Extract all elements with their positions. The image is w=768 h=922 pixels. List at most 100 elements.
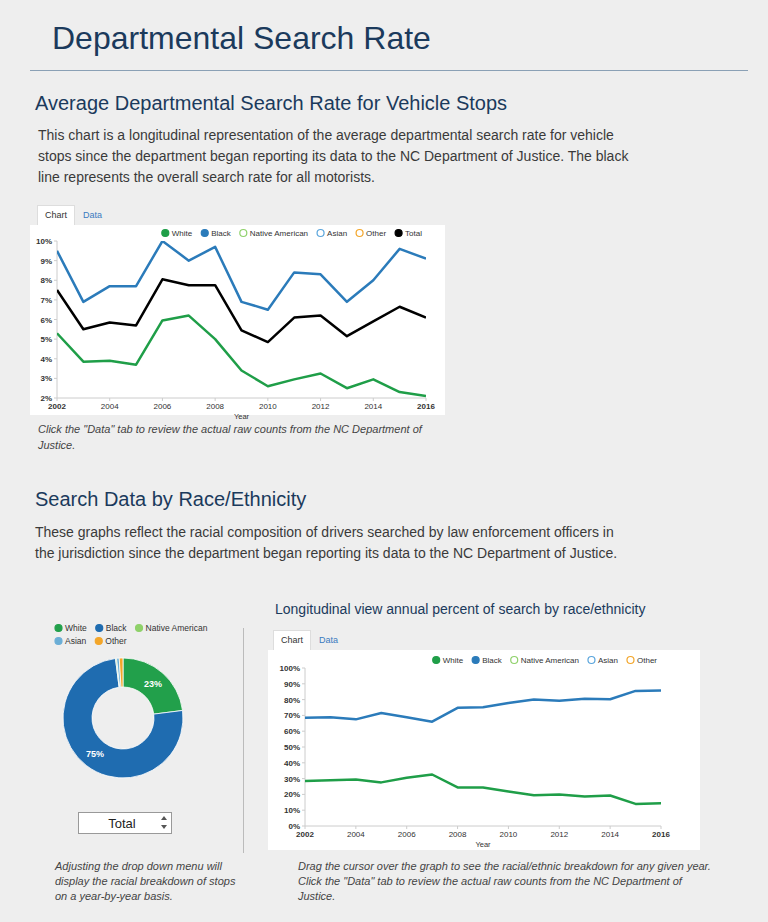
y-tick bbox=[54, 280, 57, 281]
y-tick-label: 9% bbox=[40, 257, 52, 266]
y-tick bbox=[54, 260, 57, 261]
x-tick-label: 2016 bbox=[417, 402, 435, 411]
chart-title: Longitudinal view annual percent of sear… bbox=[275, 601, 645, 617]
y-tick-label: 3% bbox=[40, 374, 52, 383]
x-tick-label: 2002 bbox=[296, 830, 314, 839]
legend-marker bbox=[240, 230, 247, 237]
y-tick-label: 5% bbox=[40, 335, 52, 344]
legend-marker bbox=[55, 638, 62, 645]
series-line bbox=[57, 241, 426, 310]
series-line bbox=[57, 316, 426, 396]
y-tick-label: 60% bbox=[284, 727, 300, 736]
y-tick-label: 10% bbox=[36, 237, 52, 246]
legend-label: Other bbox=[105, 636, 126, 646]
x-axis bbox=[305, 826, 661, 827]
legend-label: Black bbox=[211, 229, 232, 238]
x-tick bbox=[320, 398, 321, 401]
x-tick bbox=[508, 826, 509, 829]
page: Departmental Search RateAverage Departme… bbox=[0, 0, 768, 922]
y-tick-label: 40% bbox=[284, 759, 300, 768]
x-tick bbox=[215, 398, 216, 401]
y-tick bbox=[302, 778, 305, 779]
y-tick bbox=[302, 747, 305, 748]
legend-marker bbox=[588, 657, 595, 664]
y-tick bbox=[302, 715, 305, 716]
y-tick bbox=[302, 668, 305, 669]
tab[interactable]: Chart bbox=[273, 635, 311, 645]
y-tick bbox=[54, 241, 57, 242]
x-tick bbox=[661, 826, 662, 829]
legend-label: Black bbox=[482, 656, 503, 665]
pie-slice bbox=[119, 658, 123, 687]
y-tick bbox=[54, 378, 57, 379]
data-label: 23% bbox=[144, 679, 162, 689]
chart-panel bbox=[30, 225, 445, 415]
y-axis bbox=[305, 668, 306, 826]
legend-marker bbox=[356, 230, 363, 237]
x-axis-label: Year bbox=[234, 412, 250, 421]
legend-label: Black bbox=[106, 623, 128, 633]
x-tick-label: 2004 bbox=[101, 402, 119, 411]
legend-label: Native American bbox=[521, 656, 579, 665]
legend-label: White bbox=[172, 229, 193, 238]
charts: 2%3%4%5%6%7%8%9%10%200220042006200820102… bbox=[0, 0, 768, 922]
x-axis bbox=[57, 398, 426, 399]
divider bbox=[243, 628, 244, 853]
x-tick bbox=[109, 398, 110, 401]
y-tick bbox=[54, 339, 57, 340]
series-group bbox=[57, 241, 426, 396]
section-heading: Average Departmental Search Rate for Veh… bbox=[35, 92, 507, 115]
x-tick bbox=[457, 826, 458, 829]
x-tick bbox=[57, 398, 58, 401]
x-tick-label: 2014 bbox=[364, 402, 382, 411]
legend-label: Other bbox=[366, 229, 386, 238]
dropdown-arrow bbox=[161, 816, 167, 829]
legend-label: Asian bbox=[327, 229, 347, 238]
x-tick bbox=[355, 826, 356, 829]
x-tick bbox=[162, 398, 163, 401]
y-tick-label: 90% bbox=[284, 680, 300, 689]
series-line bbox=[57, 279, 426, 342]
section-description: This chart is a longitudinal representat… bbox=[38, 125, 633, 188]
y-tick bbox=[302, 810, 305, 811]
y-tick-label: 6% bbox=[40, 316, 52, 325]
tab[interactable]: Chart bbox=[37, 210, 75, 220]
y-tick-label: 70% bbox=[284, 711, 300, 720]
y-tick bbox=[54, 319, 57, 320]
legend: WhiteBlackNative AmericanAsianOtherTotal bbox=[162, 229, 422, 238]
pie-slice bbox=[117, 658, 121, 687]
x-tick bbox=[305, 826, 306, 829]
x-tick bbox=[406, 826, 407, 829]
tab[interactable]: Data bbox=[319, 635, 338, 645]
legend-label: Native American bbox=[250, 229, 308, 238]
legend-label: Other bbox=[637, 656, 657, 665]
chart-panel bbox=[268, 650, 700, 850]
x-tick-label: 2008 bbox=[449, 830, 467, 839]
data-label: 75% bbox=[86, 749, 104, 759]
pie-slice bbox=[115, 658, 119, 687]
dropdown[interactable]: Total bbox=[78, 816, 166, 831]
x-tick-label: 2004 bbox=[347, 830, 365, 839]
pie bbox=[63, 658, 183, 778]
series-line bbox=[305, 690, 661, 721]
y-tick bbox=[302, 699, 305, 700]
section-description: These graphs reflect the racial composit… bbox=[35, 522, 630, 564]
series-line bbox=[305, 774, 661, 803]
x-tick bbox=[426, 398, 427, 401]
axes: 2%3%4%5%6%7%8%9%10%200220042006200820102… bbox=[36, 237, 435, 421]
y-tick-label: 2% bbox=[40, 394, 52, 403]
y-tick-label: 30% bbox=[284, 775, 300, 784]
x-tick-label: 2010 bbox=[259, 402, 277, 411]
y-tick-label: 50% bbox=[284, 743, 300, 752]
legend-label: Asian bbox=[598, 656, 618, 665]
legend-marker bbox=[95, 638, 102, 645]
legend-marker bbox=[395, 230, 402, 237]
x-tick bbox=[267, 398, 268, 401]
caption: Click the "Data" tab to review the actua… bbox=[38, 421, 423, 453]
y-tick bbox=[54, 299, 57, 300]
tab[interactable]: Data bbox=[83, 210, 102, 220]
rule bbox=[30, 70, 748, 71]
pie-slice bbox=[63, 658, 183, 778]
x-tick bbox=[373, 398, 374, 401]
legend: WhiteBlackNative AmericanAsianOther bbox=[433, 656, 658, 665]
